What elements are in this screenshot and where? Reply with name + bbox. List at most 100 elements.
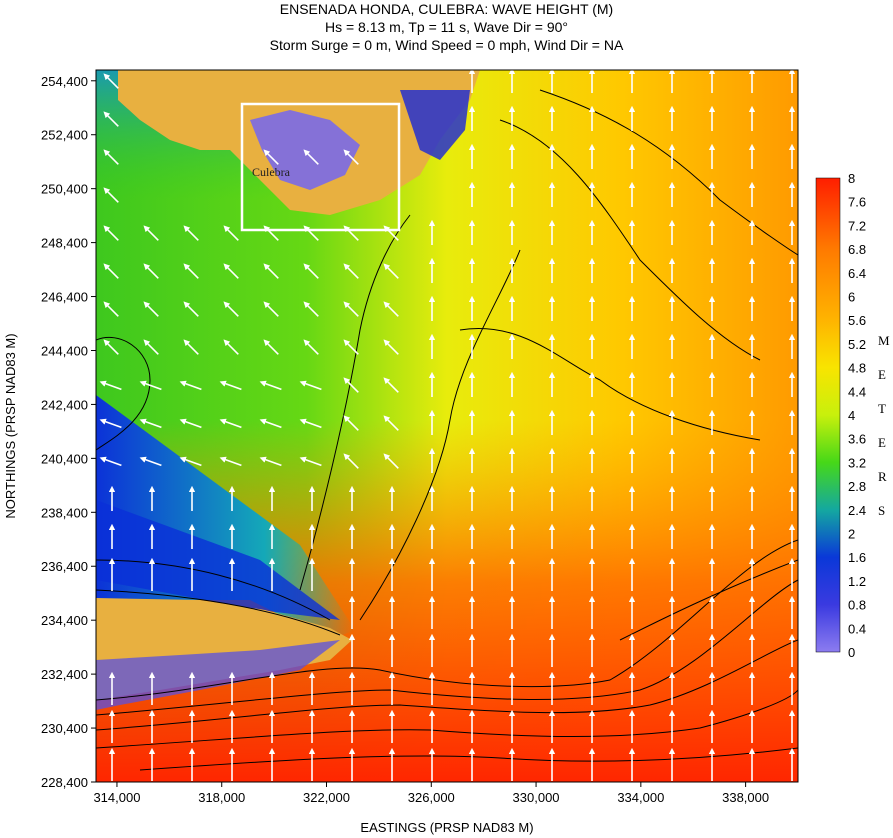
- wave-vector-arrow: [99, 418, 122, 429]
- contour-line: [96, 589, 341, 636]
- y-tick-label: 234,400: [41, 613, 88, 628]
- colorbar-label: 2.8: [848, 479, 866, 494]
- x-axis: 314,000 318,000 322,000 326,000 330,000 334,0…: [93, 782, 769, 805]
- y-tick-label: 236,400: [41, 559, 88, 574]
- wave-vector-arrow: [383, 301, 399, 317]
- contour-line: [96, 559, 331, 621]
- wave-vector-arrow: [103, 263, 119, 279]
- y-axis-label: NORTHINGS (PRSP NAD83 M): [3, 333, 18, 518]
- colorbar: [815, 177, 841, 653]
- wave-vector-arrow: [103, 111, 119, 127]
- wave-vector-arrow: [343, 377, 359, 393]
- colorbar-unit-letter: E: [878, 435, 886, 450]
- wave-vector-arrow: [179, 380, 202, 391]
- contour-line: [299, 214, 411, 591]
- wave-vector-arrow: [343, 263, 359, 279]
- colorbar-label: 7.6: [848, 195, 866, 210]
- colorbar-unit-letter: M: [878, 333, 890, 348]
- wave-vector-arrow: [219, 456, 242, 467]
- chart-title: ENSENADA HONDA, CULEBRA: WAVE HEIGHT (M): [279, 1, 614, 17]
- wave-vector-arrow: [383, 339, 399, 355]
- colorbar-label: 4: [848, 408, 855, 423]
- y-tick-label: 232,400: [41, 667, 88, 682]
- contour-line: [96, 689, 798, 749]
- y-axis: 254,400 252,400 250,400 248,400 246,400 244,4…: [41, 74, 96, 790]
- wave-vector-arrow: [303, 301, 319, 317]
- x-tick-label: 326,000: [408, 790, 455, 805]
- x-axis-label: EASTINGS (PRSP NAD83 M): [360, 820, 533, 835]
- wave-vector-arrow: [383, 377, 399, 393]
- chart-subtitle-2: Storm Surge = 0 m, Wind Speed = 0 mph, W…: [269, 37, 624, 53]
- chart-subtitle-1: Hs = 8.13 m, Tp = 11 s, Wave Dir = 90°: [324, 19, 569, 35]
- wave-vector-arrow: [143, 263, 159, 279]
- y-tick-label: 250,400: [41, 182, 88, 197]
- contour-line: [619, 559, 798, 641]
- wave-vector-arrow: [343, 301, 359, 317]
- colorbar-label: 4.8: [848, 361, 866, 376]
- wave-vector-arrow: [103, 225, 119, 241]
- wave-vector-arrow: [383, 453, 399, 469]
- wave-vector-arrow: [179, 456, 202, 467]
- north-shallows: [400, 90, 470, 160]
- wave-vector-arrow: [303, 339, 319, 355]
- wave-vector-arrow: [263, 301, 279, 317]
- contour-line: [96, 579, 798, 716]
- wave-vector-arrow: [263, 225, 279, 241]
- colorbar-label: 0.8: [848, 598, 866, 613]
- contour-line: [96, 639, 798, 731]
- wave-vector-arrow: [139, 456, 162, 467]
- wave-vector-arrow: [343, 225, 359, 241]
- heatmap-field: Culebra: [96, 70, 798, 782]
- y-tick-label: 244,400: [41, 343, 88, 358]
- contour-line: [96, 336, 151, 451]
- depth-contours: [96, 89, 798, 771]
- colorbar-label: 3.6: [848, 432, 866, 447]
- wave-vector-arrow: [223, 225, 239, 241]
- wave-vector-arrow: [219, 380, 242, 391]
- x-tick-label: 322,000: [303, 790, 350, 805]
- colorbar-unit-letter: T: [878, 401, 886, 416]
- wave-vector-arrow: [263, 149, 279, 165]
- colorbar-label: 7.2: [848, 218, 866, 233]
- colorbar-label: 0: [848, 645, 855, 660]
- colorbar-label: 6.4: [848, 266, 866, 281]
- wave-vector-arrow: [263, 263, 279, 279]
- wave-vector-arrow: [183, 225, 199, 241]
- colorbar-unit: M E T E R S: [878, 333, 890, 518]
- contour-line: [459, 328, 761, 441]
- inset-label: Culebra: [252, 165, 291, 179]
- colorbar-label: 2.4: [848, 503, 866, 518]
- wave-vector-arrow: [143, 225, 159, 241]
- colorbar-unit-letter: S: [878, 503, 885, 518]
- y-tick-label: 238,400: [41, 505, 88, 520]
- wave-vector-arrow: [299, 380, 322, 391]
- contour-line: [96, 539, 798, 701]
- colorbar-label: 1.2: [848, 574, 866, 589]
- colorbar-label: 6.8: [848, 242, 866, 257]
- y-tick-label: 252,400: [41, 128, 88, 143]
- wave-vector-arrow: [139, 380, 162, 391]
- wave-vector-arrow: [259, 380, 282, 391]
- colorbar-label: 1.6: [848, 550, 866, 565]
- colorbar-label: 4.4: [848, 384, 866, 399]
- wave-vector-arrow: [383, 415, 399, 431]
- x-tick-label: 330,000: [513, 790, 560, 805]
- y-tick-label: 248,400: [41, 236, 88, 251]
- contour-line: [139, 747, 798, 771]
- colorbar-label: 3.2: [848, 455, 866, 470]
- wave-vector-arrow: [219, 418, 242, 429]
- x-tick-label: 318,000: [198, 790, 245, 805]
- wave-direction-vectors: [99, 70, 796, 781]
- colorbar-label: 5.6: [848, 313, 866, 328]
- wave-vector-arrow: [179, 418, 202, 429]
- wave-vector-arrow: [343, 453, 359, 469]
- wave-vector-arrow: [223, 301, 239, 317]
- wave-vector-arrow: [103, 339, 119, 355]
- colorbar-ticks: 8 7.6 7.2 6.8 6.4 6 5.6 5.2 4.8 4.4 4 3.6 3.2 2.8 2.4 2…: [848, 171, 866, 660]
- deep-shelter-zone: [96, 500, 340, 620]
- wave-vector-arrow: [99, 456, 122, 467]
- wave-vector-arrow: [103, 73, 119, 89]
- colorbar-label: 2: [848, 527, 855, 542]
- colorbar-label: 8: [848, 171, 855, 186]
